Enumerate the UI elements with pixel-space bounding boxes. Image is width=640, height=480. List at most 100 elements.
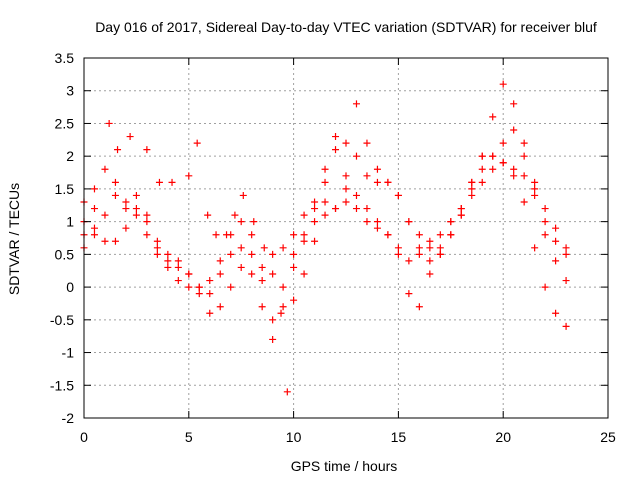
data-point: [552, 224, 560, 232]
data-point: [426, 257, 434, 265]
data-point: [174, 257, 182, 265]
data-point: [510, 165, 518, 173]
x-tick-label: 25: [600, 429, 616, 445]
data-point: [562, 250, 570, 258]
data-point: [436, 250, 444, 258]
data-point: [415, 231, 423, 239]
data-point: [468, 191, 476, 199]
data-point: [90, 185, 98, 193]
x-tick-label: 15: [391, 429, 407, 445]
x-tick-labels: 0 5 10 15 20 25: [80, 429, 616, 445]
data-point: [342, 172, 350, 180]
data-point: [489, 113, 497, 121]
data-point: [332, 205, 340, 213]
data-point: [489, 165, 497, 173]
data-point: [541, 205, 549, 213]
data-point: [122, 198, 130, 206]
data-point: [363, 218, 371, 226]
data-point: [185, 172, 193, 180]
data-point: [216, 270, 224, 278]
data-point: [283, 388, 291, 396]
data-point: [384, 178, 392, 186]
data-point: [204, 211, 212, 219]
data-point: [126, 133, 134, 141]
series-track-1: [80, 80, 570, 396]
data-point: [352, 100, 360, 108]
data-point: [499, 139, 507, 147]
data-point: [258, 263, 266, 271]
data-point: [436, 244, 444, 252]
data-point: [373, 218, 381, 226]
series-track-4: [80, 146, 570, 330]
data-point: [394, 244, 402, 252]
data-point: [478, 165, 486, 173]
data-point: [143, 146, 151, 154]
data-point: [153, 237, 161, 245]
data-point: [468, 178, 476, 186]
y-axis-label: SDTVAR / TECUs: [6, 183, 22, 295]
data-point: [290, 296, 298, 304]
data-point: [174, 277, 182, 285]
chart-title: Day 016 of 2017, Sidereal Day-to-day VTE…: [95, 19, 597, 35]
y-tick-labels: -2 -1.5 -1 -0.5 0 0.5 1 1.5 2 2.5 3 3.5: [50, 50, 74, 426]
data-point: [279, 303, 287, 311]
data-point: [510, 126, 518, 134]
data-point: [277, 309, 285, 317]
data-point: [311, 218, 319, 226]
data-point: [321, 211, 329, 219]
data-point: [143, 211, 151, 219]
data-point: [185, 270, 193, 278]
x-axis-label: GPS time / hours: [291, 458, 398, 474]
data-point: [300, 231, 308, 239]
data-point: [153, 250, 161, 258]
data-point: [111, 178, 119, 186]
data-point: [155, 178, 163, 186]
data-point: [415, 244, 423, 252]
data-point: [373, 178, 381, 186]
data-point: [373, 165, 381, 173]
data-point: [426, 244, 434, 252]
data-point: [239, 191, 247, 199]
data-point: [311, 237, 319, 245]
data-point: [300, 211, 308, 219]
data-point: [132, 211, 140, 219]
data-point: [447, 231, 455, 239]
data-point: [342, 185, 350, 193]
data-point: [562, 322, 570, 330]
data-point: [237, 218, 245, 226]
data-points: [80, 80, 570, 396]
data-point: [541, 283, 549, 291]
data-point: [132, 191, 140, 199]
data-point: [311, 205, 319, 213]
data-point: [520, 172, 528, 180]
data-point: [114, 146, 122, 154]
data-point: [321, 198, 329, 206]
data-point: [478, 152, 486, 160]
data-point: [405, 257, 413, 265]
y-tick-label: 1: [66, 214, 74, 230]
data-point: [489, 152, 497, 160]
data-point: [90, 224, 98, 232]
data-point: [384, 231, 392, 239]
data-point: [237, 244, 245, 252]
data-point: [269, 270, 277, 278]
data-point: [206, 309, 214, 317]
data-point: [122, 205, 130, 213]
y-tick-label: 2.5: [55, 115, 75, 131]
data-point: [269, 316, 277, 324]
data-point: [415, 250, 423, 258]
data-point: [227, 250, 235, 258]
data-point: [227, 283, 235, 291]
data-point: [231, 211, 239, 219]
data-point: [111, 191, 119, 199]
data-point: [290, 231, 298, 239]
data-point: [143, 218, 151, 226]
data-point: [290, 263, 298, 271]
data-point: [143, 231, 151, 239]
data-point: [111, 237, 119, 245]
data-point: [352, 152, 360, 160]
data-point: [216, 257, 224, 265]
data-point: [499, 159, 507, 167]
data-point: [405, 290, 413, 298]
data-point: [248, 270, 256, 278]
